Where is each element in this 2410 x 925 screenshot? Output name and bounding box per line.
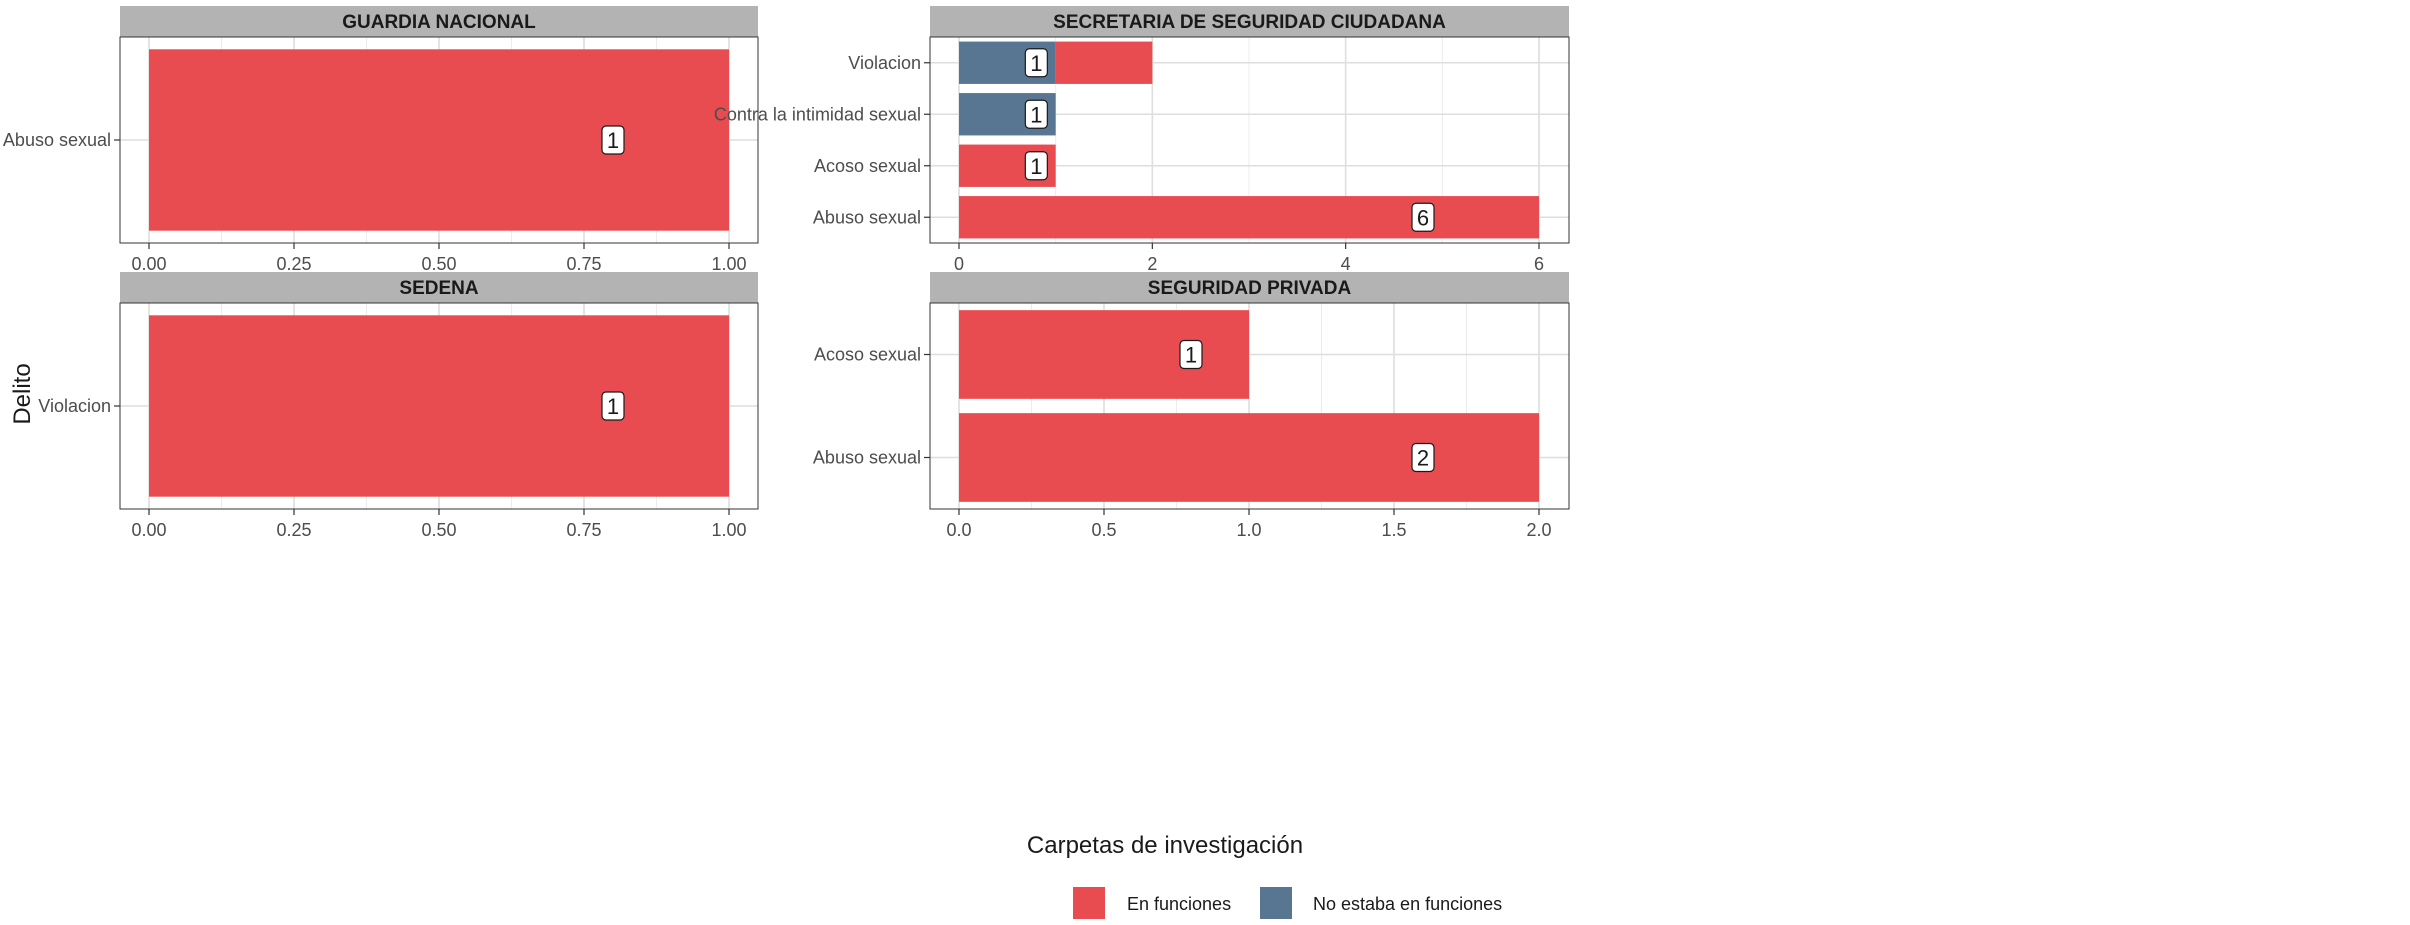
data-label-box xyxy=(1024,99,1048,129)
y-tick-label: Contra la intimidad sexual xyxy=(714,104,921,124)
data-label: 1 xyxy=(1185,343,1197,368)
panel-secretaria-de-seguridad-ciudadana: SECRETARIA DE SEGURIDAD CIUDADANA 1 1 1 6 0 2 4… xyxy=(714,6,1570,274)
panel-title: GUARDIA NACIONAL xyxy=(342,12,536,33)
x-tick-label: 1.0 xyxy=(1236,520,1261,540)
panel-strip xyxy=(930,272,1569,303)
y-tick-label: Acoso sexual xyxy=(814,156,921,176)
x-tick-label: 2 xyxy=(1147,254,1157,274)
x-tick-label: 0.00 xyxy=(131,254,166,274)
data-label: 1 xyxy=(607,394,619,419)
x-tick-label: 1.5 xyxy=(1381,520,1406,540)
bar-abuso-sexual-en-funciones xyxy=(149,49,729,231)
panel-strip xyxy=(120,272,758,303)
panel-guardia-nacional: GUARDIA NACIONAL 1 0.00 0.25 0.50 0.75 1.00 Abu… xyxy=(3,6,759,274)
data-label: 2 xyxy=(1417,446,1429,471)
x-tick-label: 0.0 xyxy=(946,520,971,540)
x-axis-title: Carpetas de investigación xyxy=(1027,832,1303,859)
panel-title: SEDENA xyxy=(399,278,478,299)
legend-swatch-no-estaba-en-funciones xyxy=(1260,887,1292,919)
data-label: 1 xyxy=(1030,154,1042,179)
legend-swatch-en-funciones xyxy=(1073,887,1105,919)
x-tick-label: 4 xyxy=(1341,254,1351,274)
bar-abuso-sexual-en-funciones xyxy=(959,413,1539,502)
data-label-box xyxy=(1179,339,1203,370)
panel-title: SEGURIDAD PRIVADA xyxy=(1148,278,1352,299)
y-tick-label: Violacion xyxy=(38,396,111,416)
x-tick-label: 6 xyxy=(1534,254,1544,274)
panel-seguridad-privada: SEGURIDAD PRIVADA 1 2 0.0 0.5 1.0 1.5 2.0 Acoso … xyxy=(813,272,1570,540)
data-label-box xyxy=(601,125,625,155)
data-label-box xyxy=(1411,202,1435,232)
x-tick-label: 0.50 xyxy=(421,254,456,274)
panel-strip xyxy=(120,6,758,37)
data-label: 6 xyxy=(1417,205,1429,230)
x-tick-label: 1.00 xyxy=(711,254,746,274)
bar-abuso-sexual-en-funciones xyxy=(959,196,1539,239)
y-tick-label: Violacion xyxy=(848,53,921,73)
y-tick-label: Abuso sexual xyxy=(813,448,921,468)
data-label-box xyxy=(1024,151,1048,181)
data-label: 1 xyxy=(1030,102,1042,127)
bar-acoso-sexual-en-funciones xyxy=(959,310,1249,399)
data-label-box xyxy=(1411,442,1435,473)
x-tick-label: 0.5 xyxy=(1091,520,1116,540)
x-tick-label: 0.75 xyxy=(566,520,601,540)
x-tick-label: 0.00 xyxy=(131,520,166,540)
data-label-box xyxy=(1024,48,1048,78)
y-tick-label: Abuso sexual xyxy=(3,130,111,150)
bar-violacion-en-funciones xyxy=(149,315,729,497)
y-axis-title: Delito xyxy=(9,363,36,424)
data-label-box xyxy=(601,391,625,421)
data-label: 1 xyxy=(607,128,619,153)
legend: En funciones No estaba en funciones xyxy=(1073,887,1502,919)
bar-violacion-en-funciones xyxy=(1055,41,1153,84)
panel-border xyxy=(929,36,1570,244)
x-tick-label: 2.0 xyxy=(1526,520,1551,540)
x-tick-label: 1.00 xyxy=(711,520,746,540)
panel-sedena: SEDENA 1 0.00 0.25 0.50 0.75 1.00 Violacion xyxy=(38,272,759,540)
legend-label-no-estaba-en-funciones: No estaba en funciones xyxy=(1313,894,1502,914)
x-tick-label: 0.25 xyxy=(276,254,311,274)
data-label: 1 xyxy=(1030,51,1042,76)
panel-title: SECRETARIA DE SEGURIDAD CIUDADANA xyxy=(1053,12,1446,33)
x-tick-label: 0.75 xyxy=(566,254,601,274)
x-tick-label: 0.50 xyxy=(421,520,456,540)
panel-strip xyxy=(930,6,1569,37)
y-tick-label: Acoso sexual xyxy=(814,345,921,365)
x-tick-label: 0 xyxy=(954,254,964,274)
legend-label-en-funciones: En funciones xyxy=(1127,894,1231,914)
x-tick-label: 0.25 xyxy=(276,520,311,540)
y-tick-label: Abuso sexual xyxy=(813,207,921,227)
